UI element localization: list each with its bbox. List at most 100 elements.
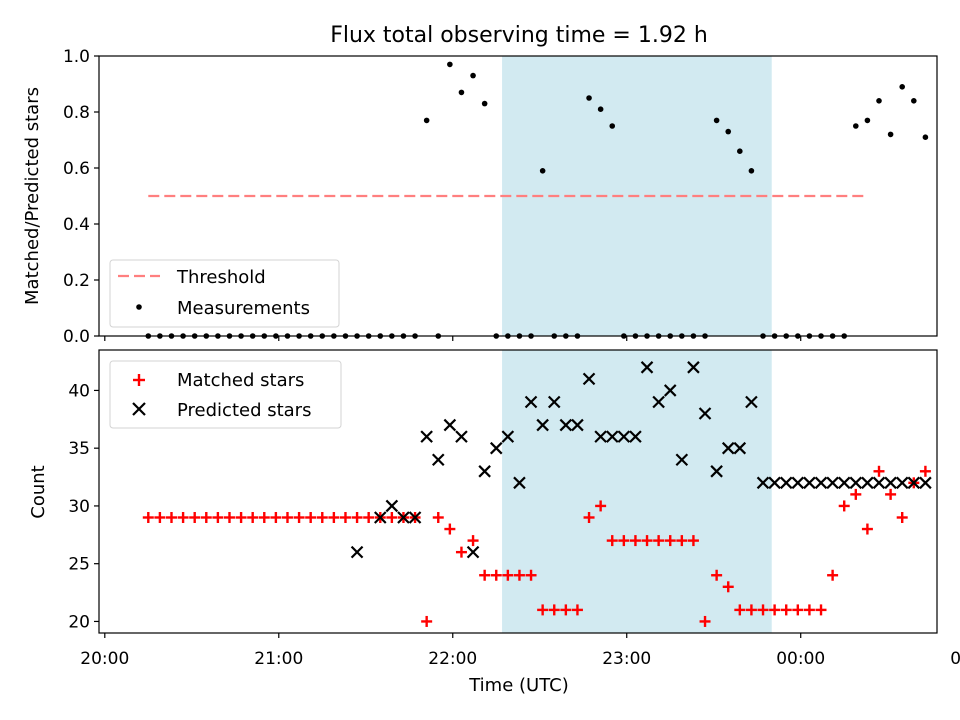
predicted-star-point <box>872 476 886 490</box>
bottom-y-tick-label: 20 <box>68 612 90 632</box>
matched-star-point <box>223 511 235 523</box>
predicted-star-point <box>861 476 874 490</box>
measurement-point <box>423 117 430 124</box>
top-y-tick-label: 0.0 <box>63 327 90 347</box>
figure-title: Flux total observing time = 1.92 h <box>330 23 708 48</box>
matched-star-point <box>827 569 839 581</box>
matched-star-point <box>328 511 340 523</box>
matched-star-point <box>571 604 583 616</box>
predicted-star-point <box>803 476 816 490</box>
matched-star-point <box>293 511 305 523</box>
x-tick-label: 21:00 <box>254 649 303 669</box>
matched-star-point <box>386 511 398 523</box>
x-tick-label: 00:00 <box>776 649 825 669</box>
predicted-star-point <box>420 430 433 443</box>
predicted-star-point <box>501 430 515 443</box>
bottom-panel: 20 25 30 35 40 20:00 21:00 22:00 23:00 00:00 01:0… <box>28 349 960 696</box>
matched-star-point <box>722 581 734 593</box>
measurement-point <box>597 106 604 112</box>
predicted-star-point <box>884 476 897 490</box>
matched-star-point <box>525 569 537 581</box>
matched-star-point <box>745 604 757 616</box>
matched-star-point <box>861 523 873 535</box>
predicted-stars-points <box>350 361 932 559</box>
matched-star-point <box>351 511 363 523</box>
legend-measurements-swatch <box>136 304 142 310</box>
measurement-point <box>853 123 859 129</box>
matched-star-point <box>305 511 317 523</box>
predicted-star-point <box>455 430 468 443</box>
measurement-point <box>911 98 917 104</box>
x-tick-label: 01:00 <box>950 649 960 669</box>
predicted-star-point <box>768 476 781 490</box>
top-plot-frame <box>98 55 938 337</box>
matched-star-point <box>803 604 815 616</box>
matched-star-point <box>467 535 479 547</box>
matched-star-point <box>560 604 572 616</box>
top-panel: 0.0 0.2 0.4 0.6 0.8 1.0 Matched/Predicted sta… <box>22 47 938 347</box>
matched-star-point <box>919 465 931 477</box>
predicted-star-point <box>745 395 758 409</box>
predicted-star-point <box>791 476 805 490</box>
matched-star-point <box>595 500 607 512</box>
top-y-tick-label: 1.0 <box>63 47 90 67</box>
bottom-y-tick-label: 35 <box>68 439 90 459</box>
matched-star-point <box>235 511 247 523</box>
predicted-star-point <box>536 418 549 432</box>
predicted-star-point <box>513 476 526 490</box>
top-x-ticks <box>104 336 802 341</box>
predicted-star-point <box>431 453 445 467</box>
measurement-point <box>609 123 616 129</box>
legend-threshold-label: Threshold <box>176 267 266 288</box>
predicted-star-point <box>895 476 909 490</box>
matched-star-point <box>699 615 711 627</box>
matched-star-point <box>177 511 189 523</box>
predicted-star-point <box>617 430 631 443</box>
bottom-y-ticks: 20 25 30 35 40 <box>68 381 99 632</box>
legend-predicted-label: Predicted stars <box>177 400 311 421</box>
matched-star-point <box>687 535 699 547</box>
matched-star-point <box>873 465 885 477</box>
predicted-star-point <box>721 441 735 455</box>
matched-star-point <box>664 535 676 547</box>
measurement-point <box>713 117 720 124</box>
predicted-star-point <box>559 418 573 432</box>
matched-star-point <box>432 511 444 523</box>
top-y-tick-label: 0.6 <box>63 159 90 179</box>
top-y-ticks: 0.0 0.2 0.4 0.6 0.8 1.0 <box>63 47 99 347</box>
matched-star-point <box>838 500 850 512</box>
bottom-highlight-band <box>502 350 772 633</box>
measurement-point <box>481 100 488 107</box>
matched-star-point <box>757 604 769 616</box>
matched-star-point <box>792 604 804 616</box>
top-y-tick-label: 0.4 <box>63 215 90 235</box>
predicted-star-point <box>605 430 619 443</box>
legend-matched-label: Matched stars <box>177 370 304 391</box>
predicted-star-point <box>397 511 410 524</box>
bottom-y-axis-label: Count <box>28 465 49 518</box>
x-tick-label: 23:00 <box>602 649 651 669</box>
matched-star-point <box>641 535 653 547</box>
predicted-star-point <box>907 476 921 490</box>
top-y-tick-label: 0.2 <box>63 271 90 291</box>
predicted-star-point <box>466 545 480 559</box>
predicted-star-point <box>478 465 491 478</box>
legend-measurements-label: Measurements <box>177 298 310 319</box>
matched-star-point <box>270 511 282 523</box>
matched-star-point <box>444 523 456 535</box>
predicted-star-point <box>919 476 932 490</box>
predicted-star-point <box>663 384 677 397</box>
predicted-star-point <box>582 372 596 386</box>
top-y-tick-label: 0.8 <box>63 103 90 123</box>
predicted-star-point <box>675 453 689 467</box>
predicted-star-point <box>826 476 839 490</box>
predicted-star-point <box>652 395 665 409</box>
predicted-star-point <box>594 430 607 443</box>
measurement-point <box>470 72 476 79</box>
matched-star-point <box>490 569 502 581</box>
bottom-y-tick-label: 30 <box>68 497 90 517</box>
matched-star-point <box>339 511 351 523</box>
measurement-point <box>725 128 732 135</box>
